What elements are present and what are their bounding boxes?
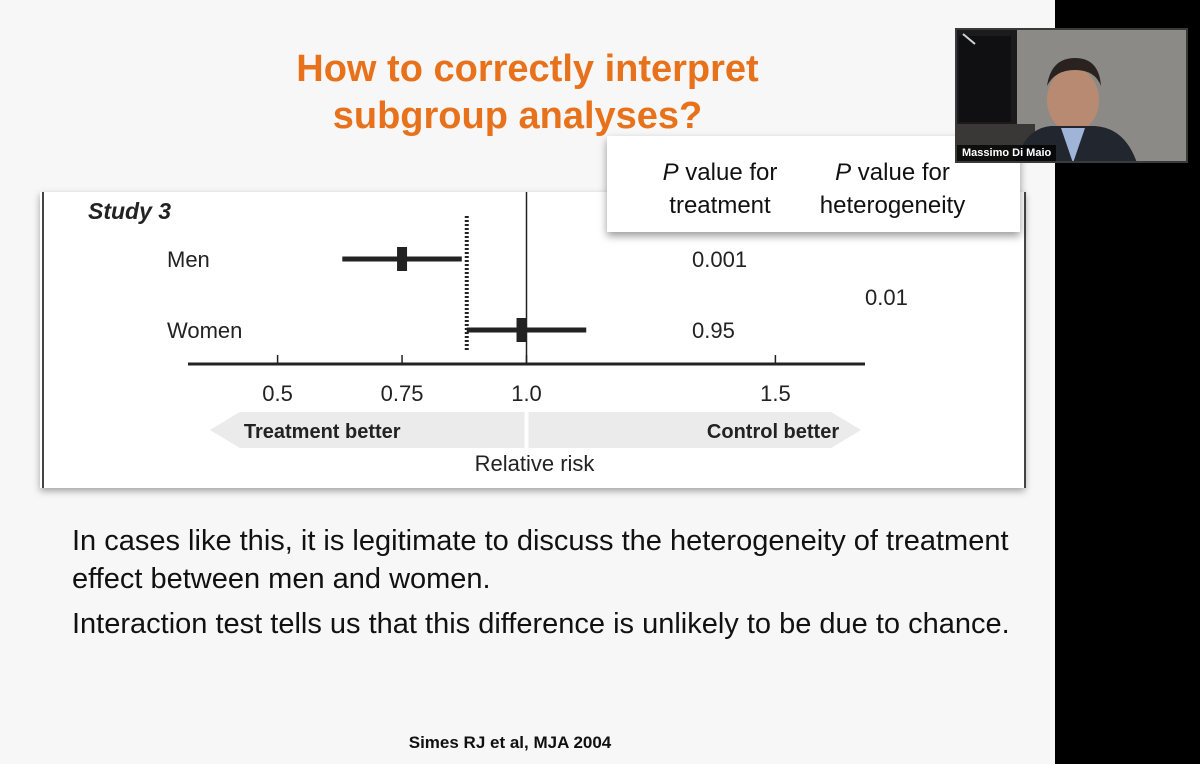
p-value-for-text: value for [678, 159, 778, 186]
x-axis-title: Relative risk [475, 451, 596, 476]
participant-video-feed [955, 28, 1188, 163]
pvalue-header-box: P value for treatment P value for hetero… [607, 136, 1020, 232]
treatment-text: treatment [669, 192, 771, 219]
slide: How to correctly interpret subgroup anal… [0, 0, 1055, 764]
p-value-heterogeneity-header: P value for heterogeneity [795, 156, 990, 222]
slide-title: How to correctly interpret subgroup anal… [0, 46, 1055, 140]
control-better-label: Control better [707, 421, 839, 443]
x-tick-label: 0.5 [262, 381, 293, 406]
slide-title-line1: How to correctly interpret [296, 48, 759, 90]
point-estimate [516, 318, 527, 342]
study-label: Study 3 [88, 198, 171, 224]
heterogeneity-text: heterogeneity [819, 192, 966, 219]
treatment-better-label: Treatment better [244, 421, 401, 443]
participant-name-label: Massimo Di Maio [957, 145, 1057, 161]
control-better-arrow [528, 412, 862, 448]
x-tick-label: 0.75 [381, 381, 424, 406]
citation: Simes RJ et al, MJA 2004 [408, 733, 612, 752]
forest-plot-figure: Study 3 Treatment better Control better 0.5… [40, 192, 1025, 488]
forest-plot: Study 3 Treatment better Control better 0.5… [88, 192, 908, 476]
p-value-for-text: value for [851, 159, 950, 186]
x-tick-label: 1.0 [511, 381, 542, 406]
p-value-heterogeneity: 0.01 [865, 285, 908, 310]
figure-right-border [1024, 192, 1026, 488]
p-italic: P [662, 159, 679, 186]
p-value-treatment: 0.95 [692, 318, 735, 343]
p-value-treatment-header: P value for treatment [625, 156, 815, 222]
row-label: Women [167, 318, 242, 343]
slide-title-line2: subgroup analyses? [332, 95, 703, 137]
p-italic: P [835, 159, 852, 186]
treatment-better-arrow [209, 412, 525, 448]
point-estimate [397, 247, 408, 271]
row-label: Men [167, 247, 210, 272]
p-value-treatment: 0.001 [692, 247, 747, 272]
body-paragraph-2: Interaction test tells us that this diff… [72, 608, 1010, 640]
participant-video-tile[interactable]: Massimo Di Maio [955, 28, 1188, 163]
body-paragraph-1: In cases like this, it is legitimate to … [72, 525, 1009, 595]
figure-left-border [42, 192, 44, 488]
slide-body-text: In cases like this, it is legitimate to … [72, 522, 1032, 650]
x-tick-label: 1.5 [760, 381, 791, 406]
